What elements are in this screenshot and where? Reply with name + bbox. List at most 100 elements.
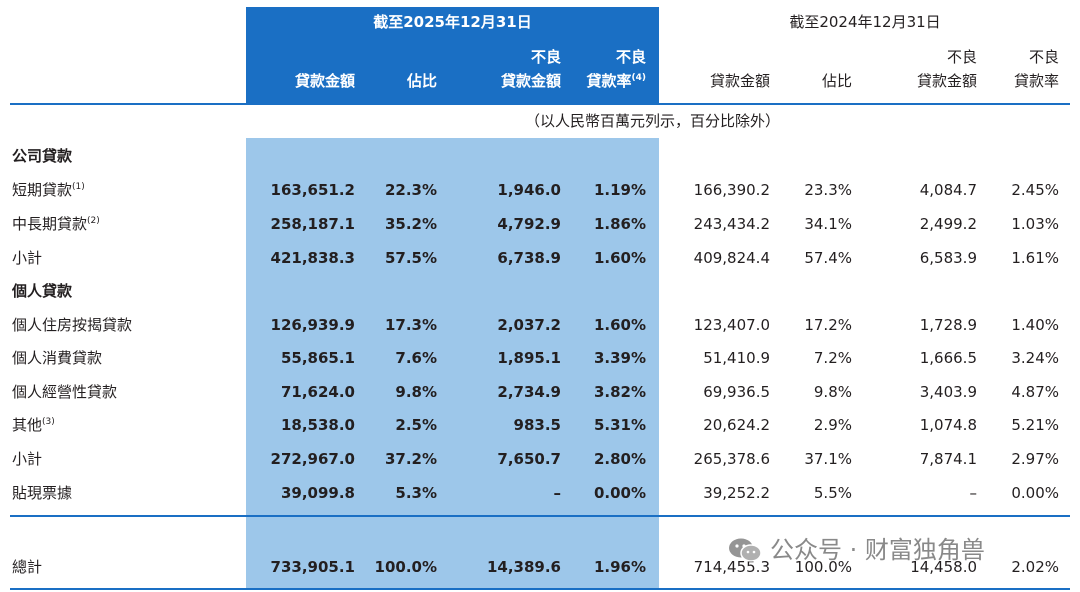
cell-2024-npl-amount: 4,084.7: [919, 181, 977, 199]
row-footnote: (2): [87, 216, 100, 226]
cell-2024-loan-amount: 20,624.2: [703, 416, 770, 434]
cell-2025-npl-ratio: 1.19%: [593, 181, 646, 199]
row-label: 個人住房按揭貸款: [12, 315, 132, 335]
cell-2025-npl-ratio: 3.82%: [593, 383, 646, 401]
row-label-text: 貼現票據: [12, 484, 73, 502]
cell-2025-npl-amount: 4,792.9: [497, 215, 561, 233]
period-2024: 截至2024年12月31日: [789, 13, 941, 31]
row-label: 貼現票據: [12, 483, 72, 503]
row-label-text: 個人住房按揭貸款: [12, 316, 133, 334]
cell-2024-npl-ratio: 0.00%: [1011, 484, 1059, 502]
cell-2024-npl-amount: 1,074.8: [919, 416, 977, 434]
col-npl-ratio-2025-note: (4): [631, 73, 647, 83]
cell-2024-npl-amount: 7,874.1: [919, 450, 977, 468]
row-label-text: 小計: [12, 450, 43, 468]
col-npl-amount-2024-l1: 不良: [946, 48, 977, 66]
row-label: 小計: [12, 248, 42, 268]
cell-2025-loan-amount: 126,939.9: [270, 316, 355, 334]
col-npl-ratio-2025-l2-text: 貸款率: [586, 72, 632, 90]
cell-2025-npl-amount: 1,895.1: [497, 349, 561, 367]
cell-2025-npl-amount: 2,734.9: [497, 383, 561, 401]
total-npl-amount-2025: 14,389.6: [486, 558, 561, 576]
cell-2025-npl-ratio: 1.86%: [593, 215, 646, 233]
total-label: 總計: [12, 558, 43, 576]
cell-2024-npl-ratio: 3.24%: [1011, 349, 1059, 367]
col-npl-amount-2025-l2: 貸款金額: [500, 72, 561, 90]
cell-2024-npl-amount: 6,583.9: [919, 249, 977, 267]
cell-2024-share: 17.2%: [804, 316, 852, 334]
total-loan-amount-2025: 733,905.1: [270, 558, 355, 576]
cell-2024-npl-amount: 1,728.9: [919, 316, 977, 334]
cell-2025-loan-amount: 163,651.2: [270, 181, 355, 199]
row-label: 個人經營性貸款: [12, 382, 117, 402]
wechat-icon: [729, 538, 762, 562]
cell-2024-npl-ratio: 1.61%: [1011, 249, 1059, 267]
cell-2025-loan-amount: 258,187.1: [270, 215, 355, 233]
row-label-text: 個人經營性貸款: [12, 383, 118, 401]
cell-2024-loan-amount: 243,434.2: [693, 215, 770, 233]
row-label: 個人消費貸款: [12, 348, 102, 368]
col-npl-ratio-2024-l1: 不良: [1028, 48, 1059, 66]
col-share-2024: 佔比: [821, 72, 852, 90]
cell-2024-npl-ratio: 2.45%: [1011, 181, 1059, 199]
row-label-text: 小計: [12, 249, 43, 267]
cell-2025-share: 2.5%: [395, 416, 437, 434]
row-label-text: 公司貸款: [12, 147, 73, 165]
total-share-2024: 100.0%: [794, 558, 852, 576]
cell-2025-npl-amount: 1,946.0: [497, 181, 561, 199]
cell-2024-npl-ratio: 1.03%: [1011, 215, 1059, 233]
row-label-text: 個人貸款: [12, 282, 73, 300]
row-footnote: (3): [42, 417, 55, 427]
cell-2024-loan-amount: 123,407.0: [693, 316, 770, 334]
cell-2025-npl-ratio: 2.80%: [593, 450, 646, 468]
cell-2024-share: 37.1%: [804, 450, 852, 468]
total-rule-top: [10, 515, 1070, 517]
cell-2025-share: 9.8%: [395, 383, 437, 401]
total-npl-ratio-2024: 2.02%: [1011, 558, 1059, 576]
cell-2024-share: 2.9%: [813, 416, 852, 434]
watermark-text: 公众号 · 财富独角兽: [770, 536, 985, 564]
total-rule-bottom: [10, 588, 1070, 590]
col-npl-amount-2024-l2: 貸款金額: [916, 72, 977, 90]
cell-2025-npl-ratio: 1.60%: [593, 249, 646, 267]
cell-2025-share: 57.5%: [384, 249, 437, 267]
column-band-2025: [246, 138, 659, 590]
cell-2024-loan-amount: 51,410.9: [703, 349, 770, 367]
col-npl-amount-2025-l1: 不良: [530, 48, 561, 66]
cell-2024-npl-ratio: 2.97%: [1011, 450, 1059, 468]
col-npl-ratio-2025-l2: 貸款率(4): [586, 71, 646, 91]
row-label: 小計: [12, 449, 42, 469]
cell-2025-npl-amount: 7,650.7: [497, 450, 561, 468]
header-band-2025: [246, 7, 659, 104]
cell-2025-loan-amount: 421,838.3: [270, 249, 355, 267]
row-label-text: 短期貸款: [12, 181, 73, 199]
cell-2025-loan-amount: 18,538.0: [280, 416, 355, 434]
total-npl-amount-2024: 14,458.0: [910, 558, 977, 576]
cell-2024-share: 9.8%: [813, 383, 852, 401]
cell-2024-npl-amount: –: [969, 484, 978, 502]
cell-2025-npl-ratio: 3.39%: [593, 349, 646, 367]
cell-2024-npl-ratio: 5.21%: [1011, 416, 1059, 434]
cell-2025-loan-amount: 272,967.0: [270, 450, 355, 468]
cell-2024-npl-amount: 2,499.2: [919, 215, 977, 233]
cell-2025-loan-amount: 71,624.0: [280, 383, 355, 401]
total-npl-ratio-2025: 1.96%: [593, 558, 646, 576]
section-label: 個人貸款: [12, 281, 72, 301]
cell-2025-npl-ratio: 1.60%: [593, 316, 646, 334]
cell-2024-loan-amount: 409,824.4: [693, 249, 770, 267]
cell-2024-share: 5.5%: [813, 484, 852, 502]
cell-2025-npl-amount: 6,738.9: [497, 249, 561, 267]
col-share-2025: 佔比: [406, 72, 437, 90]
cell-2024-share: 7.2%: [813, 349, 852, 367]
cell-2025-share: 7.6%: [395, 349, 437, 367]
cell-2024-loan-amount: 166,390.2: [693, 181, 770, 199]
cell-2025-npl-amount: 983.5: [513, 416, 561, 434]
total-share-2025: 100.0%: [374, 558, 437, 576]
row-label-text: 中長期貸款: [12, 215, 88, 233]
cell-2025-loan-amount: 55,865.1: [280, 349, 355, 367]
col-loan-amount-2025: 貸款金額: [294, 72, 355, 90]
cell-2024-npl-ratio: 4.87%: [1011, 383, 1059, 401]
section-label: 公司貸款: [12, 146, 72, 166]
period-2025: 截至2025年12月31日: [373, 13, 532, 31]
row-label: 其他(3): [12, 415, 55, 435]
